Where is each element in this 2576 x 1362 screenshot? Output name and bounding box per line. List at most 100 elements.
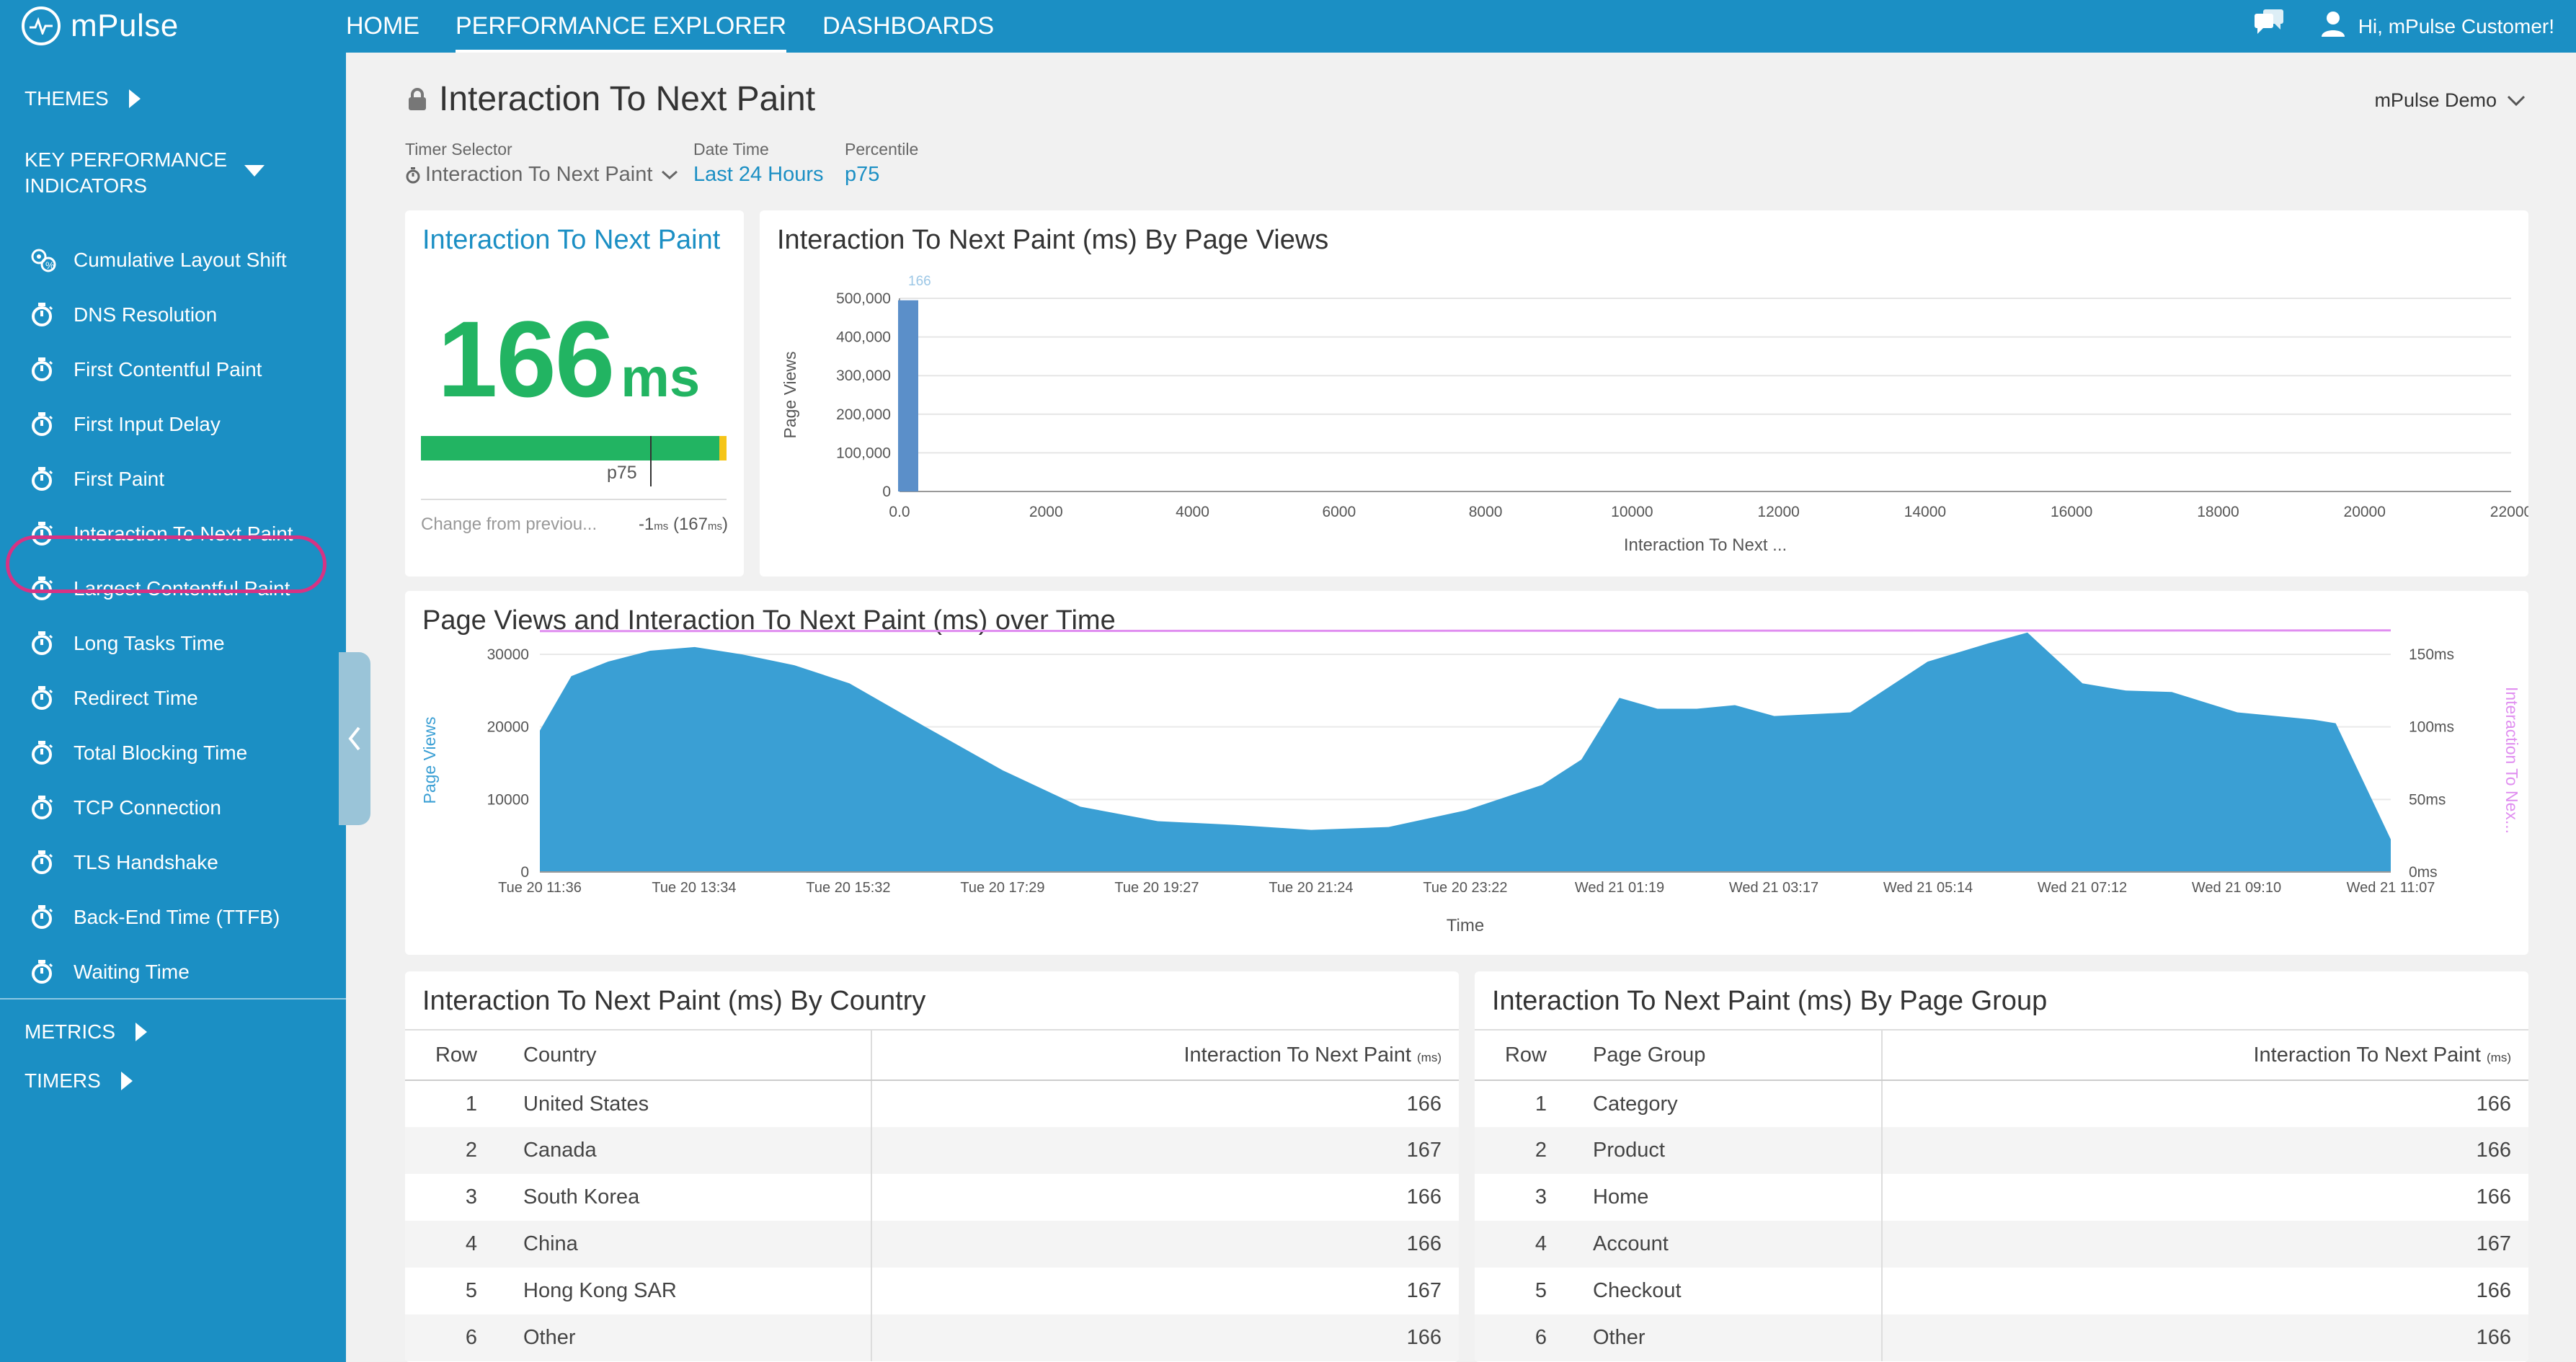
- sidebar-item-redirect-time[interactable]: Redirect Time: [29, 677, 332, 720]
- table-row[interactable]: 4 China 166: [405, 1221, 1459, 1268]
- x-tick-label: Tue 20 23:22: [1423, 880, 1507, 896]
- sidebar-item-label: Total Blocking Time: [74, 742, 248, 764]
- user-greeting[interactable]: Hi, mPulse Customer!: [2358, 14, 2554, 37]
- sidebar-item-dns-resolution[interactable]: DNS Resolution: [29, 293, 332, 337]
- x-tick-label: 6000: [1322, 504, 1356, 520]
- stopwatch-icon: [32, 631, 53, 655]
- table-row[interactable]: 2 Product 166: [1475, 1127, 2528, 1174]
- column-header-page-group[interactable]: Page Group: [1576, 1029, 1883, 1081]
- table-row[interactable]: 2 Canada 167: [405, 1127, 1459, 1174]
- tenant-select[interactable]: mPulse Demo: [2374, 89, 2526, 112]
- sidebar-item-first-input-delay[interactable]: First Input Delay: [29, 403, 332, 446]
- date-time-value: Last 24 Hours: [693, 163, 824, 186]
- chat-icon[interactable]: [2253, 9, 2285, 43]
- column-header-metric[interactable]: Interaction To Next Paint (ms): [1882, 1029, 2528, 1081]
- sidebar-item-first-contentful-paint[interactable]: First Contentful Paint: [29, 348, 332, 391]
- stopwatch-icon: [32, 467, 53, 491]
- sidebar-item-label: Cumulative Layout Shift: [74, 249, 287, 271]
- row-label: United States: [506, 1080, 872, 1127]
- column-header-row[interactable]: Row: [1475, 1029, 1576, 1081]
- histogram-card: Interaction To Next Paint (ms) By Page V…: [760, 210, 2528, 577]
- user-icon[interactable]: [2321, 11, 2345, 42]
- nav-home[interactable]: HOME: [346, 12, 419, 40]
- x-tick-label: 12000: [1757, 504, 1799, 520]
- sidebar-item-label: Largest Contentful Paint: [74, 577, 290, 600]
- stopwatch-icon: [32, 357, 53, 381]
- kpi-change-number: -1: [638, 515, 654, 534]
- row-label: Other: [1576, 1314, 1883, 1361]
- chevron-down-icon: [2507, 95, 2526, 106]
- column-header-row[interactable]: Row: [405, 1029, 506, 1081]
- app-logo[interactable]: mPulse: [22, 4, 179, 48]
- y-tick-label: 400,000: [836, 329, 891, 346]
- layout-shift-icon: %: [31, 249, 56, 272]
- kpi-change-unit: ms: [654, 520, 669, 533]
- kpi-card-title[interactable]: Interaction To Next Paint: [422, 225, 721, 255]
- table-row[interactable]: 6 Other 166: [405, 1314, 1459, 1361]
- stopwatch-icon: [32, 796, 53, 819]
- sidebar-themes[interactable]: THEMES: [25, 87, 141, 110]
- row-number: 2: [1475, 1127, 1576, 1174]
- sidebar-kpi-section[interactable]: KEY PERFORMANCE INDICATORS: [25, 147, 313, 199]
- sidebar-item-total-blocking-time[interactable]: Total Blocking Time: [29, 731, 332, 775]
- row-value: 166: [871, 1314, 1459, 1361]
- y-tick-label: 200,000: [836, 406, 891, 423]
- expand-right-icon: [120, 1072, 133, 1090]
- timer-selector[interactable]: Interaction To Next Paint: [405, 163, 678, 187]
- sidebar-divider: [0, 998, 346, 1000]
- column-header-metric-label: Interaction To Next Paint: [1183, 1043, 1411, 1067]
- row-number: 3: [465, 1185, 477, 1209]
- row-label: Other: [506, 1314, 872, 1361]
- percentile-selector[interactable]: p75: [845, 163, 879, 187]
- x-tick-label: 16000: [2051, 504, 2092, 520]
- table-row[interactable]: 5 Checkout 166: [1475, 1268, 2528, 1314]
- row-value: 166: [1406, 1092, 1442, 1116]
- sidebar-item-largest-contentful-paint[interactable]: Largest Contentful Paint: [29, 567, 332, 610]
- table-row[interactable]: 3 South Korea 166: [405, 1174, 1459, 1221]
- pagegroup-table-title: Interaction To Next Paint (ms) By Page G…: [1492, 986, 2048, 1016]
- y-tick-label: 300,000: [836, 368, 891, 384]
- sidebar-item-long-tasks-time[interactable]: Long Tasks Time: [29, 622, 332, 665]
- date-time-selector[interactable]: Last 24 Hours: [693, 163, 824, 187]
- table-row[interactable]: 3 Home 166: [1475, 1174, 2528, 1221]
- sidebar-metrics[interactable]: METRICS: [25, 1020, 147, 1043]
- sidebar-item-waiting-time[interactable]: Waiting Time: [29, 951, 332, 994]
- sidebar-item-first-paint[interactable]: First Paint: [29, 458, 332, 501]
- sidebar-metrics-label: METRICS: [25, 1020, 115, 1043]
- row-value: 166: [1882, 1127, 2528, 1174]
- chevron-left-icon: [348, 726, 360, 751]
- x-tick-label: Wed 21 11:07: [2347, 880, 2435, 896]
- table-row[interactable]: 4 Account 167: [1475, 1221, 2528, 1268]
- kpi-previous-unit: ms: [708, 520, 722, 533]
- x-tick-label: Tue 20 13:34: [652, 880, 736, 896]
- x-tick-label: 8000: [1469, 504, 1503, 520]
- sidebar-item-cumulative-layout-shift[interactable]: % Cumulative Layout Shift: [29, 239, 332, 282]
- row-value: 167: [871, 1127, 1459, 1174]
- nav-dashboards[interactable]: DASHBOARDS: [822, 12, 995, 40]
- table-row[interactable]: 1 United States 166: [405, 1080, 1459, 1127]
- table-row[interactable]: 5 Hong Kong SAR 167: [405, 1268, 1459, 1314]
- logo-text: mPulse: [71, 8, 179, 43]
- sidebar-item-label: First Input Delay: [74, 413, 221, 435]
- histogram-bar: [898, 300, 918, 491]
- sidebar-item-tls-handshake[interactable]: TLS Handshake: [29, 841, 332, 884]
- x-tick-label: Wed 21 09:10: [2192, 880, 2281, 896]
- sidebar-item-tcp-connection[interactable]: TCP Connection: [29, 786, 332, 829]
- sidebar-collapse-handle[interactable]: [339, 652, 370, 825]
- timer-selector-label: Timer Selector: [405, 140, 512, 159]
- timeseries-chart[interactable]: 0 10000 20000 30000 0ms 50ms 100ms 150ms Tue 20 …: [405, 591, 2528, 955]
- x-tick-label: 18000: [2197, 504, 2239, 520]
- sidebar-item-back-end-time-ttfb[interactable]: Back-End Time (TTFB): [29, 896, 332, 939]
- column-header-country[interactable]: Country: [506, 1029, 872, 1081]
- stopwatch-icon: [32, 960, 53, 984]
- row-label: Canada: [506, 1127, 872, 1174]
- column-header-metric[interactable]: Interaction To Next Paint (ms): [871, 1029, 1459, 1081]
- table-row[interactable]: 1 Category 166: [1475, 1080, 2528, 1127]
- kpi-value-unit: ms: [621, 347, 701, 409]
- x-axis-title: Time: [1447, 916, 1484, 935]
- table-row[interactable]: 6 Other 166: [1475, 1314, 2528, 1361]
- kpi-gauge-bar: [421, 436, 727, 460]
- sidebar-timers[interactable]: TIMERS: [25, 1069, 133, 1092]
- nav-performance-explorer[interactable]: PERFORMANCE EXPLORER: [456, 0, 787, 53]
- histogram-chart[interactable]: 0 100,000 200,000 300,000 400,000 500,000 0.0 2…: [760, 210, 2528, 577]
